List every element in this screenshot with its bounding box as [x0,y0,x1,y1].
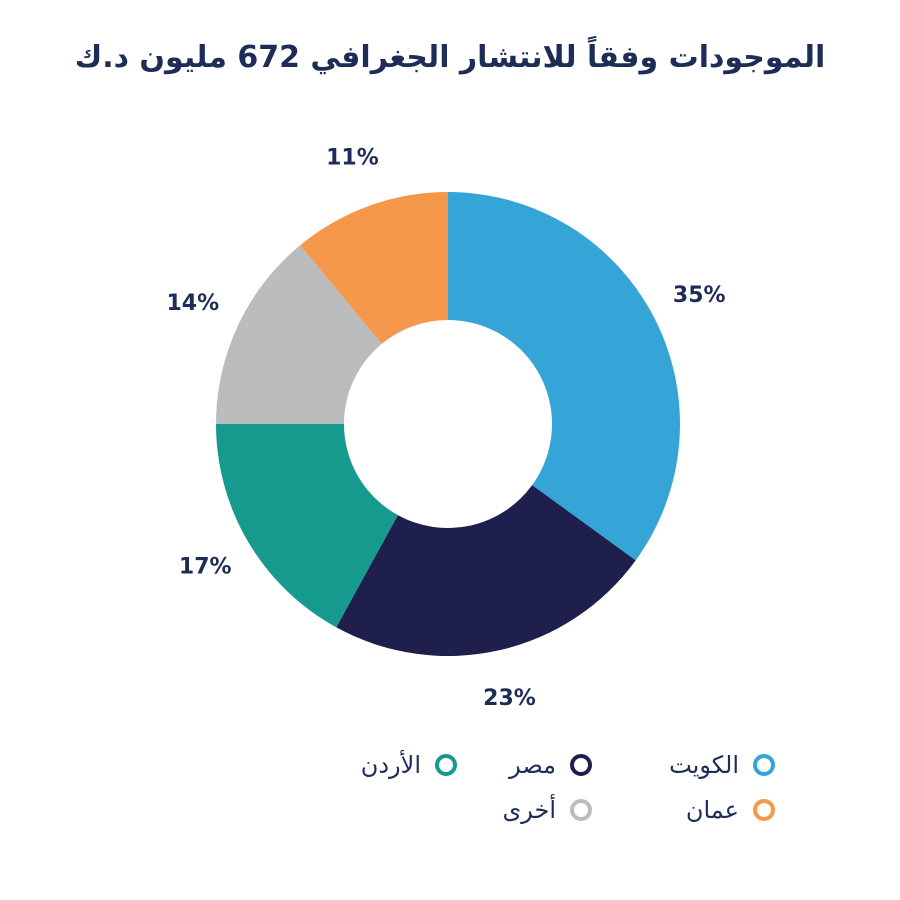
slice-kuwait [448,192,680,561]
data-label-egypt: 23% [483,686,536,711]
legend-label-oman: عمان [685,796,739,824]
legend-label-kuwait: الكويت [669,751,739,779]
legend-label-other: أخرى [502,796,556,824]
legend-label-jordan: الأردن [360,751,421,779]
slice-other [216,245,382,424]
chart-title: الموجودات وفقاً للانتشار الجغرافي 672 مل… [74,40,826,75]
data-label-jordan: 17% [179,555,232,580]
legend-item-kuwait: الكويت [669,750,775,780]
slice-oman [300,192,448,344]
slice-egypt [336,485,636,656]
legend-marker-egypt [570,754,592,776]
legend-item-oman: عمان [686,795,775,825]
legend-marker-other [570,799,592,821]
legend-marker-oman [753,799,775,821]
data-label-other: 14% [167,291,220,316]
data-label-kuwait: 35% [673,283,726,308]
legend-marker-jordan [435,754,457,776]
data-label-oman: 11% [326,146,379,171]
legend-item-egypt: مصر [509,750,592,780]
legend-item-jordan: الأردن [361,750,457,780]
legend-item-other: أخرى [502,795,592,825]
legend-marker-kuwait [753,754,775,776]
legend-label-egypt: مصر [509,751,556,779]
slice-jordan [216,424,398,628]
